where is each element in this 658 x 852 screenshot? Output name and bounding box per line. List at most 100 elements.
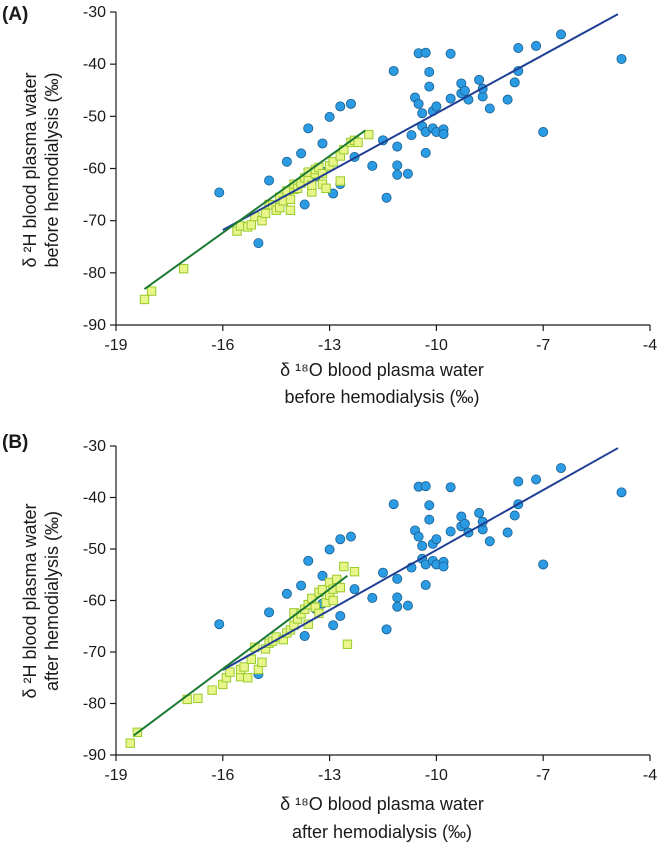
x-axis-label-line2: after hemodialysis (‰) [292, 822, 472, 842]
circle-point [345, 98, 356, 109]
circle-point [324, 544, 335, 555]
circle-point [335, 610, 346, 621]
circle-point [303, 123, 314, 134]
circle-point [474, 507, 485, 518]
square-point [364, 129, 374, 140]
square-point [349, 566, 360, 577]
square-point [260, 208, 271, 219]
circle-point [459, 518, 470, 529]
circle-point [502, 527, 513, 538]
circle-point [616, 487, 627, 498]
circle-point [420, 47, 431, 58]
circle-point [281, 588, 292, 599]
data-points [139, 29, 627, 305]
circle-point [377, 567, 388, 578]
y-tick-label: -90 [83, 317, 106, 334]
square-point [339, 561, 349, 572]
y-tick-label: -50 [83, 108, 106, 125]
y-axis-label-line2: after hemodialysis (‰) [42, 511, 62, 691]
square-point [193, 693, 203, 704]
circle-point [388, 65, 399, 76]
x-tick-label: -7 [536, 767, 550, 784]
square-fit-line [143, 129, 366, 290]
circle-point [296, 580, 307, 591]
circle-point [616, 53, 627, 64]
circle-point [424, 81, 435, 92]
circle-point [317, 138, 328, 149]
circle-point [417, 108, 428, 119]
panel-b: (B) δ ²H blood plasma water after hemodi… [2, 432, 657, 842]
x-tick-label: -16 [211, 337, 234, 354]
y-tick-label: -90 [83, 747, 106, 764]
square-point [225, 667, 235, 677]
circle-point [317, 570, 328, 581]
y-tick-label: -70 [83, 213, 106, 230]
circle-point [474, 74, 485, 85]
circle-point [402, 600, 413, 611]
square-point [243, 673, 253, 683]
circle-point [402, 168, 413, 179]
y-tick-label: -30 [83, 4, 106, 21]
square-point [125, 738, 135, 748]
circle-point [324, 111, 335, 122]
circle-point [431, 534, 442, 545]
y-tick-label: -50 [83, 541, 106, 558]
circle-point [406, 130, 417, 141]
circle-point [513, 476, 524, 487]
circle-point [531, 474, 542, 485]
circle-point [502, 94, 513, 105]
circle-point [445, 93, 456, 104]
circle-point [349, 584, 360, 595]
circle-point [328, 188, 339, 199]
y-axis-label: δ ²H blood plasma water after hemodialys… [20, 503, 62, 698]
square-point [257, 657, 267, 667]
circle-fit-line [222, 447, 619, 671]
circle-point [459, 85, 470, 96]
data-points [125, 463, 627, 748]
x-axis-label-line2: before hemodialysis (‰) [284, 387, 479, 407]
circle-point [413, 98, 424, 109]
y-axis-label: δ ²H blood plasma water before hemodialy… [20, 72, 62, 267]
circle-point [296, 148, 307, 159]
square-point [335, 582, 345, 593]
y-axis-label-line2: before hemodialysis (‰) [42, 72, 62, 267]
circle-point [417, 540, 428, 551]
circle-point [556, 463, 567, 474]
square-point [246, 220, 256, 230]
circle-point [509, 77, 520, 88]
circle-point [264, 607, 275, 618]
square-point [328, 157, 338, 167]
circle-point [381, 192, 392, 203]
y-axis-label-line1: δ ²H blood plasma water [20, 503, 40, 698]
circle-point [424, 500, 435, 511]
circle-point [367, 160, 378, 171]
circle-point [424, 66, 435, 77]
circle-point [345, 531, 356, 542]
circle-point [281, 156, 292, 167]
square-point [178, 263, 189, 274]
square-point [139, 294, 150, 305]
panel-a: (A) δ ²H blood plasma water before hemod… [2, 4, 657, 407]
circle-point [538, 559, 549, 570]
circle-point [484, 536, 495, 547]
circle-point [335, 534, 346, 545]
x-tick-label: -13 [318, 767, 341, 784]
circle-point [381, 624, 392, 635]
x-tick-label: -10 [425, 337, 448, 354]
x-tick-label: -19 [104, 767, 127, 784]
circle-point [531, 40, 542, 51]
circle-point [420, 580, 431, 591]
circle-point [438, 129, 449, 140]
square-point [335, 176, 345, 186]
square-point [207, 685, 217, 695]
x-tick-label: -16 [211, 767, 234, 784]
circle-point [388, 499, 399, 510]
circle-point [328, 620, 339, 631]
x-tick-label: -4 [643, 337, 657, 354]
panel-label: (B) [2, 432, 28, 453]
square-point [285, 194, 296, 204]
circle-point [392, 160, 403, 171]
circle-point [484, 103, 495, 114]
circle-point [335, 101, 346, 112]
